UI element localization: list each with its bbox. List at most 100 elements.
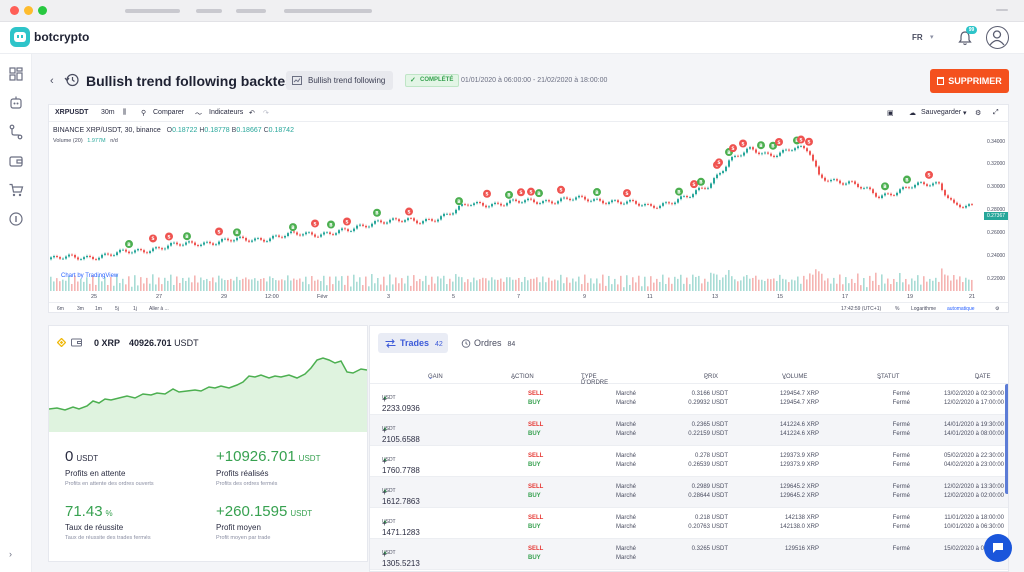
sell-marker[interactable] xyxy=(623,189,631,198)
buy-marker[interactable] xyxy=(233,228,241,237)
range-1m[interactable]: 1m xyxy=(95,306,102,312)
sell-marker[interactable] xyxy=(797,135,805,144)
sell-marker[interactable] xyxy=(775,137,783,146)
close-window-dot[interactable] xyxy=(10,6,19,15)
volume-bar xyxy=(455,274,457,291)
buy-marker[interactable] xyxy=(125,240,133,249)
interval-selector[interactable]: 30m xyxy=(101,109,115,116)
tab-trades-count: 42 xyxy=(435,341,443,348)
buy-marker[interactable] xyxy=(757,141,765,150)
volume-bar xyxy=(77,281,79,291)
table-row[interactable]: ▲ + 1612.7863 USDT SELL BUY Marché Marché 0.29… xyxy=(370,477,1008,508)
volume-bar xyxy=(155,284,157,291)
sell-marker[interactable] xyxy=(149,234,157,243)
chevron-down-icon[interactable]: ▾ xyxy=(930,34,934,41)
time-display[interactable]: 17:42:59 (UTC+1) xyxy=(841,306,882,312)
dashboard-icon[interactable] xyxy=(8,66,24,82)
range-3m[interactable]: 3m xyxy=(77,306,84,312)
sell-marker[interactable] xyxy=(805,137,813,146)
sell-marker[interactable] xyxy=(165,232,173,241)
sell-marker[interactable] xyxy=(739,139,747,148)
auto-toggle[interactable]: automatique xyxy=(947,306,975,312)
settings-icon[interactable]: ⚙ xyxy=(975,110,982,117)
symbol-selector[interactable]: XRPUSDT xyxy=(55,109,89,116)
tab-trades[interactable]: Trades 42 xyxy=(378,333,448,353)
table-row[interactable]: ▲ + 1471.1283 USDT SELL BUY Marché Marché 0.21… xyxy=(370,508,1008,539)
bot-icon[interactable] xyxy=(8,95,24,111)
sell-marker[interactable] xyxy=(715,158,723,167)
strategy-chip[interactable]: Bullish trend following xyxy=(286,71,394,90)
strategy-icon[interactable] xyxy=(8,124,24,140)
percent-toggle[interactable]: % xyxy=(895,306,900,312)
sell-marker[interactable] xyxy=(405,207,413,216)
back-arrow-icon[interactable]: ‹ xyxy=(50,75,54,87)
cloud-icon[interactable]: ☁ xyxy=(909,110,916,117)
compare-button[interactable]: Comparer xyxy=(153,109,185,116)
tradingview-watermark[interactable]: Chart by TradingView xyxy=(61,273,119,279)
sell-marker[interactable] xyxy=(557,185,565,194)
language-selector[interactable]: FR xyxy=(912,33,923,42)
sell-marker[interactable] xyxy=(925,170,933,179)
chat-button[interactable] xyxy=(984,534,1012,562)
chevron-down-icon[interactable]: ▾ xyxy=(963,110,967,117)
sell-marker[interactable] xyxy=(527,187,535,196)
log-toggle[interactable]: Logarithme xyxy=(911,306,937,312)
table-row[interactable]: ▲ + 2233.0936 USDT SELL BUY Marché Marché 0.31… xyxy=(370,384,1008,415)
buy-marker[interactable] xyxy=(327,220,335,229)
buy-marker[interactable] xyxy=(881,182,889,191)
range-1j[interactable]: 1j xyxy=(133,306,137,312)
redo-icon[interactable]: ↷ xyxy=(263,110,269,117)
browser-menu-icon[interactable] xyxy=(996,9,1008,11)
camera-icon[interactable]: ▣ xyxy=(887,110,894,117)
save-button[interactable]: Sauvegarder xyxy=(921,109,962,116)
buy-marker[interactable] xyxy=(769,141,777,150)
range-5j[interactable]: 5j xyxy=(115,306,119,312)
buy-marker[interactable] xyxy=(183,232,191,241)
wallet-icon[interactable] xyxy=(8,153,24,169)
buy-marker[interactable] xyxy=(675,187,683,196)
table-scrollbar[interactable] xyxy=(1005,384,1008,494)
sell-marker[interactable] xyxy=(517,188,525,197)
buy-marker[interactable] xyxy=(505,190,513,199)
candle-style-icon[interactable]: ⫼ xyxy=(123,109,127,116)
goto-date[interactable]: Aller à ... xyxy=(149,306,169,312)
delete-button[interactable]: SUPPRIMER xyxy=(930,69,1009,93)
range-6m[interactable]: 6m xyxy=(57,306,64,312)
indicators-button[interactable]: Indicateurs xyxy=(209,109,244,116)
fullscreen-icon[interactable]: ⤢ xyxy=(993,109,999,116)
table-row[interactable]: ▲ + 2105.6588 USDT SELL BUY Marché Marché 0.23… xyxy=(370,415,1008,446)
maximize-window-dot[interactable] xyxy=(38,6,47,15)
buy-marker[interactable] xyxy=(289,223,297,232)
table-row[interactable]: ▲ + 1760.7788 USDT SELL BUY Marché Marché 0.27… xyxy=(370,446,1008,477)
undo-icon[interactable]: ↶ xyxy=(249,110,255,117)
sell-marker[interactable] xyxy=(729,144,737,153)
vol-cell: 141224.6 XRP xyxy=(779,431,819,437)
settings-icon[interactable]: ⚙ xyxy=(995,306,1000,312)
buy-marker[interactable] xyxy=(373,208,381,217)
tab-orders[interactable]: Ordres 84 xyxy=(458,333,528,353)
expand-sidebar-icon[interactable]: › xyxy=(9,549,12,559)
buy-marker[interactable] xyxy=(697,177,705,186)
sell-marker[interactable] xyxy=(343,217,351,226)
minimize-window-dot[interactable] xyxy=(24,6,33,15)
sell-marker[interactable] xyxy=(215,227,223,236)
indicators-icon[interactable]: 〜 xyxy=(195,111,202,118)
candle-body xyxy=(323,232,325,235)
app-name[interactable]: botcrypto xyxy=(34,30,90,44)
tradingview-chart[interactable]: XRPUSDT 30m ⫼ ⚲ Comparer 〜 Indicateurs ↶… xyxy=(48,104,1009,313)
info-icon[interactable] xyxy=(8,211,24,227)
botcrypto-logo-icon[interactable] xyxy=(10,27,30,47)
sell-marker[interactable] xyxy=(311,219,319,228)
table-row[interactable]: ▲ + 1305.5213 USDT SELL BUY Marché Marché 0.32… xyxy=(370,539,1008,570)
buy-marker[interactable] xyxy=(535,189,543,198)
cart-icon[interactable] xyxy=(8,182,24,198)
buy-marker[interactable] xyxy=(593,188,601,197)
user-avatar[interactable] xyxy=(986,26,1009,49)
buy-marker[interactable] xyxy=(903,175,911,184)
compare-icon[interactable]: ⚲ xyxy=(141,110,147,117)
sell-marker[interactable] xyxy=(483,189,491,198)
candle-body xyxy=(578,195,580,198)
sell-marker[interactable] xyxy=(690,180,698,189)
buy-marker[interactable] xyxy=(455,197,463,206)
